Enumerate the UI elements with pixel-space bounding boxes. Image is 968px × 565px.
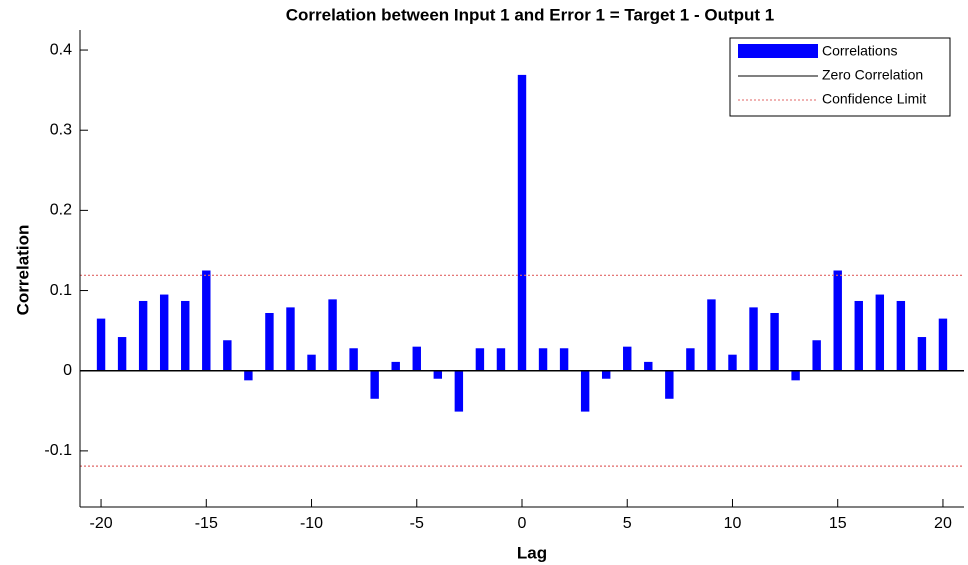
legend-label: Confidence Limit [822, 91, 926, 107]
bar [138, 300, 148, 371]
bar [244, 370, 253, 381]
bar [665, 370, 674, 399]
bar [601, 370, 611, 379]
bar [686, 348, 695, 371]
bar [938, 318, 948, 371]
bar [96, 318, 106, 371]
bar [496, 348, 506, 371]
y-tick-label: 0.3 [50, 121, 72, 138]
y-tick-label: 0.4 [50, 41, 72, 58]
x-tick-label: 10 [724, 515, 742, 532]
bar [854, 300, 863, 371]
y-tick-label: 0.1 [50, 282, 72, 299]
bar [202, 270, 211, 371]
legend-label: Zero Correlation [822, 67, 923, 83]
bar [644, 361, 653, 371]
bar [749, 307, 758, 371]
bar [412, 346, 421, 371]
bar [223, 340, 232, 371]
bar [286, 307, 295, 371]
bar [833, 270, 842, 371]
bar [433, 370, 443, 379]
bar [896, 300, 906, 371]
bar [623, 346, 632, 371]
x-tick-label: 20 [934, 515, 952, 532]
bar [812, 340, 821, 371]
bar [770, 312, 779, 371]
bar [917, 337, 927, 371]
x-axis-label: Lag [517, 543, 547, 562]
y-tick-label: -0.1 [44, 442, 72, 459]
x-tick-label: -15 [195, 515, 218, 532]
bar [875, 294, 885, 371]
legend: Correlations Zero Correlation Confidence L… [729, 37, 951, 117]
bar [307, 354, 316, 371]
x-tick-label: -20 [89, 515, 112, 532]
bar [475, 348, 485, 371]
legend-swatch [738, 44, 818, 58]
bar [328, 299, 337, 371]
bar [517, 74, 527, 371]
x-tick-label: -5 [410, 515, 424, 532]
y-axis-label: Correlation [13, 225, 32, 316]
x-tick-label: -10 [300, 515, 323, 532]
bar [349, 348, 358, 371]
bar [370, 370, 379, 399]
bar [538, 348, 548, 371]
x-tick-label: 15 [829, 515, 847, 532]
bar [265, 312, 274, 371]
x-tick-label: 5 [623, 515, 632, 532]
bar [159, 294, 169, 371]
bar [391, 361, 400, 371]
bar [791, 370, 800, 381]
bar [454, 370, 464, 412]
y-tick-label: 0 [63, 362, 72, 379]
bar [728, 354, 737, 371]
bar [707, 299, 716, 371]
bar [181, 300, 190, 371]
chart-title: Correlation between Input 1 and Error 1 … [286, 5, 775, 24]
bar [559, 348, 569, 371]
legend-label: Correlations [822, 43, 897, 59]
bar [580, 370, 590, 412]
bar [117, 337, 127, 371]
y-tick-label: 0.2 [50, 202, 72, 219]
x-tick-label: 0 [518, 515, 527, 532]
